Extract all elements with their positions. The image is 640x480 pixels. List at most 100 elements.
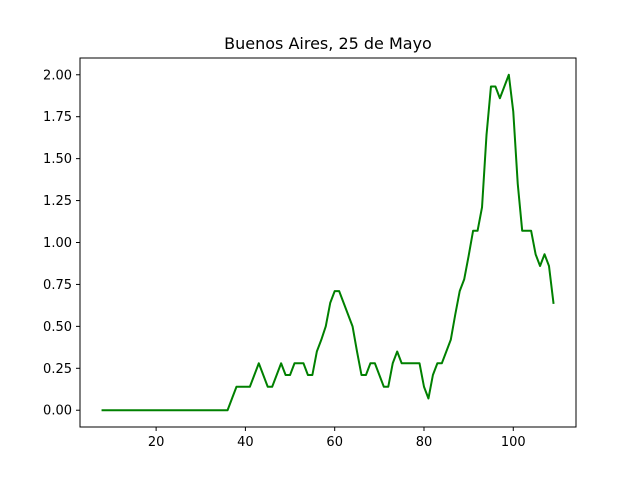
y-axis: 0.00 0.25 0.50 0.75 1.00 1.25 1.50 1.75 2.00: [43, 68, 80, 419]
data-point: [173, 409, 175, 411]
data-point: [436, 362, 438, 364]
x-tick-label: 80: [416, 435, 433, 450]
data-point: [334, 290, 336, 292]
data-point: [106, 409, 108, 411]
data-point: [204, 409, 206, 411]
data-point: [267, 386, 269, 388]
data-point: [548, 265, 550, 267]
data-point: [253, 374, 255, 376]
data-point: [155, 409, 157, 411]
data-point: [271, 386, 273, 388]
data-point: [530, 230, 532, 232]
data-point: [222, 409, 224, 411]
data-point: [477, 230, 479, 232]
data-point: [405, 362, 407, 364]
data-point: [445, 351, 447, 353]
data-point: [186, 409, 188, 411]
data-point: [329, 302, 331, 304]
data-point: [262, 374, 264, 376]
data-point: [517, 183, 519, 185]
data-point: [276, 374, 278, 376]
data-point: [503, 86, 505, 88]
data-point: [110, 409, 112, 411]
data-point: [544, 253, 546, 255]
data-point: [535, 253, 537, 255]
y-tick-label: 2.00: [43, 68, 72, 83]
data-point: [235, 386, 237, 388]
data-point: [459, 290, 461, 292]
data-point: [200, 409, 202, 411]
data-point: [164, 409, 166, 411]
data-point: [302, 362, 304, 364]
y-tick-label: 1.25: [43, 194, 72, 209]
data-point: [512, 111, 514, 113]
data-point: [347, 314, 349, 316]
data-point: [374, 362, 376, 364]
chart-title: Buenos Aires, 25 de Mayo: [224, 34, 432, 53]
x-tick-label: 40: [237, 435, 254, 450]
data-point: [392, 362, 394, 364]
x-tick-label: 20: [148, 435, 165, 450]
data-point: [343, 302, 345, 304]
data-point: [258, 362, 260, 364]
data-point: [142, 409, 144, 411]
data-point: [119, 409, 121, 411]
data-point: [209, 409, 211, 411]
data-point: [472, 230, 474, 232]
y-tick-label: 1.00: [43, 236, 72, 251]
data-point: [423, 386, 425, 388]
data-point: [441, 362, 443, 364]
data-point: [450, 339, 452, 341]
data-point: [325, 325, 327, 327]
data-point: [137, 409, 139, 411]
series-line: [101, 73, 555, 412]
data-point: [316, 351, 318, 353]
y-tick-label: 0.75: [43, 278, 72, 293]
data-point: [294, 362, 296, 364]
data-point: [427, 397, 429, 399]
data-point: [227, 409, 229, 411]
data-point: [499, 97, 501, 99]
data-point: [508, 74, 510, 76]
x-axis: 20 40 60 80 100: [148, 427, 526, 450]
data-point: [468, 255, 470, 257]
data-point: [494, 86, 496, 88]
data-point: [133, 409, 135, 411]
data-point: [320, 339, 322, 341]
data-point: [378, 374, 380, 376]
y-tick-label: 1.50: [43, 152, 72, 167]
data-point: [102, 409, 104, 411]
data-point: [128, 409, 130, 411]
data-point: [419, 362, 421, 364]
data-point: [151, 409, 153, 411]
data-point: [244, 386, 246, 388]
data-point: [160, 409, 162, 411]
data-point: [146, 409, 148, 411]
data-point: [383, 386, 385, 388]
data-point: [526, 230, 528, 232]
data-point: [369, 362, 371, 364]
x-tick-label: 60: [326, 435, 343, 450]
data-point: [360, 374, 362, 376]
y-tick-label: 0.25: [43, 362, 72, 377]
data-point: [213, 409, 215, 411]
data-point: [485, 134, 487, 136]
data-point: [396, 351, 398, 353]
data-point: [539, 265, 541, 267]
data-point: [218, 409, 220, 411]
data-point: [356, 351, 358, 353]
data-point: [463, 278, 465, 280]
y-tick-label: 1.75: [43, 110, 72, 125]
data-point: [289, 374, 291, 376]
data-point: [115, 409, 117, 411]
data-point: [231, 397, 233, 399]
data-point: [521, 230, 523, 232]
data-point: [552, 302, 554, 304]
data-point: [285, 374, 287, 376]
data-point: [338, 290, 340, 292]
data-point: [352, 325, 354, 327]
data-point: [169, 409, 171, 411]
data-point: [387, 386, 389, 388]
